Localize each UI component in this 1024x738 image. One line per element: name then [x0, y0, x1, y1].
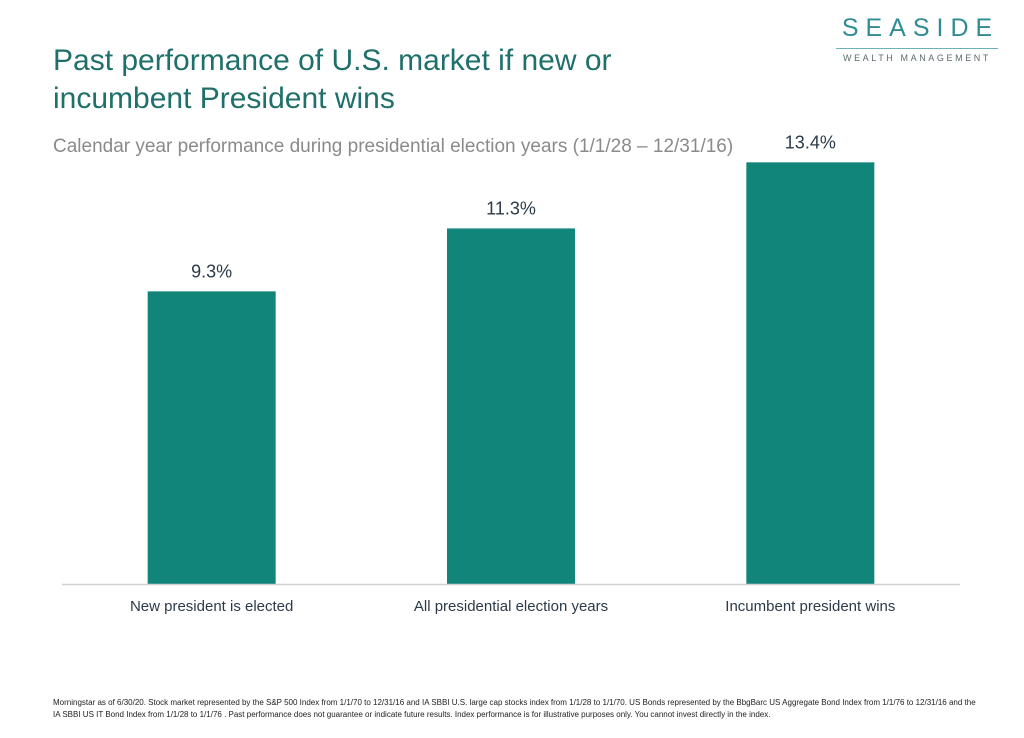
bar-2	[447, 228, 575, 584]
chart-subtitle: Calendar year performance during preside…	[53, 136, 734, 157]
logo-tagline: WEALTH MANAGEMENT	[842, 53, 992, 63]
footnote: Morningstar as of 6/30/20. Stock market …	[53, 698, 976, 719]
chart-title: Past performance of U.S. market if new o…	[53, 44, 612, 115]
brand-logo: SEASIDE WEALTH MANAGEMENT	[832, 14, 1002, 64]
category-label-2: All presidential election years	[414, 598, 608, 615]
logo-name: SEASIDE	[841, 14, 1000, 42]
data-label-1: 9.3%	[191, 261, 232, 281]
logo-divider	[836, 48, 998, 49]
data-label-2: 11.3%	[486, 198, 536, 218]
bar-3	[746, 162, 875, 584]
data-label-3: 13.4%	[785, 132, 836, 152]
category-label-1: New president is elected	[130, 598, 293, 615]
bar-1	[147, 291, 276, 584]
category-label-3: Incumbent president wins	[725, 598, 895, 615]
